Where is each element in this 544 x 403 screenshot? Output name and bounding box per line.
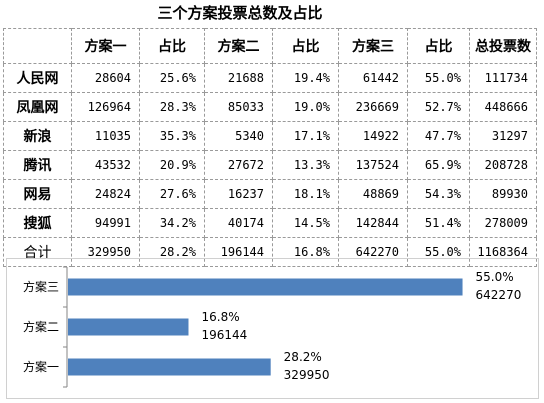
cell-total-votes: 278009 <box>469 208 537 238</box>
cell-plan-3-votes: 61442 <box>338 63 408 93</box>
cell-plan-1-share: 35.3% <box>139 121 205 151</box>
table-row: 网易 24824 27.6% 16237 18.1% 48869 54.3% 8… <box>3 179 537 209</box>
cell-plan-3-share: 51.4% <box>407 208 470 238</box>
cell-plan-1-share: 34.2% <box>139 208 205 238</box>
cell-plan-3-share: 65.9% <box>407 150 470 180</box>
cell-plan-2-share: 19.4% <box>272 63 339 93</box>
cell-plan-3-share: 47.7% <box>407 121 470 151</box>
table-row: 搜狐 94991 34.2% 40174 14.5% 142844 51.4% … <box>3 208 537 238</box>
cell-total-votes: 448666 <box>469 92 537 122</box>
cell-plan-1-votes: 94991 <box>71 208 140 238</box>
cell-total-votes: 208728 <box>469 150 537 180</box>
cell-plan-2-votes: 196144 <box>204 237 273 267</box>
header-total-votes: 总投票数 <box>469 28 537 64</box>
percent-data-label: 55.0% <box>476 270 514 284</box>
cell-plan-1-share: 20.9% <box>139 150 205 180</box>
cell-plan-3-votes: 137524 <box>338 150 408 180</box>
bar-chart-canvas: 方案三 55.0% 642270 方案二 16.8% 196144 方案一 28.2% 3299… <box>23 266 522 388</box>
cell-plan-2-share: 17.1% <box>272 121 339 151</box>
table-row: 人民网 28604 25.6% 21688 19.4% 61442 55.0% … <box>3 63 537 93</box>
cell-plan-1-votes: 329950 <box>71 237 140 267</box>
cell-plan-2-share: 13.3% <box>272 150 339 180</box>
cell-plan-3-share: 55.0% <box>407 237 470 267</box>
table-row: 腾讯 43532 20.9% 27672 13.3% 137524 65.9% … <box>3 150 537 180</box>
cell-plan-1-share: 28.3% <box>139 92 205 122</box>
page-title: 三个方案投票总数及占比 <box>157 4 323 22</box>
row-site-name: 凤凰网 <box>3 92 72 122</box>
category-label: 方案三 <box>23 279 59 294</box>
cell-plan-3-votes: 48869 <box>338 179 408 209</box>
row-site-name: 人民网 <box>3 63 72 93</box>
row-site-name: 新浪 <box>3 121 72 151</box>
cell-plan-3-votes: 236669 <box>338 92 408 122</box>
cell-plan-2-votes: 40174 <box>204 208 273 238</box>
cell-plan-2-votes: 16237 <box>204 179 273 209</box>
cell-plan-1-votes: 28604 <box>71 63 140 93</box>
bar <box>68 318 189 336</box>
cell-plan-1-share: 27.6% <box>139 179 205 209</box>
bar <box>68 278 463 296</box>
value-data-label: 329950 <box>284 368 330 382</box>
cell-plan-3-share: 55.0% <box>407 63 470 93</box>
row-site-name: 搜狐 <box>3 208 72 238</box>
cell-plan-2-share: 14.5% <box>272 208 339 238</box>
row-site-name: 网易 <box>3 179 72 209</box>
table-row: 新浪 11035 35.3% 5340 17.1% 14922 47.7% 31… <box>3 121 537 151</box>
cell-plan-1-share: 25.6% <box>139 63 205 93</box>
cell-plan-2-share: 18.1% <box>272 179 339 209</box>
cell-plan-3-votes: 142844 <box>338 208 408 238</box>
header-plan-2: 方案二 <box>204 28 273 64</box>
bar-chart: 方案三 55.0% 642270 方案二 16.8% 196144 方案一 28.2% 3299… <box>6 258 539 399</box>
percent-data-label: 28.2% <box>284 350 322 364</box>
cell-plan-3-share: 54.3% <box>407 179 470 209</box>
cell-total-votes: 89930 <box>469 179 537 209</box>
header-plan-1: 方案一 <box>71 28 140 64</box>
cell-plan-1-votes: 126964 <box>71 92 140 122</box>
category-label: 方案二 <box>23 319 59 334</box>
header-corner <box>3 28 72 64</box>
row-total-label: 合计 <box>3 237 72 267</box>
header-share-3: 占比 <box>407 28 470 64</box>
cell-plan-1-votes: 11035 <box>71 121 140 151</box>
cell-plan-2-votes: 5340 <box>204 121 273 151</box>
cell-plan-3-share: 52.7% <box>407 92 470 122</box>
cell-plan-1-votes: 43532 <box>71 150 140 180</box>
category-label: 方案一 <box>23 359 59 374</box>
value-data-label: 642270 <box>476 288 522 302</box>
cell-plan-2-votes: 85033 <box>204 92 273 122</box>
table-header-row: 方案一 占比 方案二 占比 方案三 占比 总投票数 <box>3 28 537 64</box>
cell-total-votes: 31297 <box>469 121 537 151</box>
cell-plan-2-share: 19.0% <box>272 92 339 122</box>
bar <box>68 358 271 376</box>
value-data-label: 196144 <box>201 328 247 342</box>
cell-plan-2-votes: 21688 <box>204 63 273 93</box>
percent-data-label: 16.8% <box>201 310 239 324</box>
header-plan-3: 方案三 <box>338 28 408 64</box>
cell-plan-2-votes: 27672 <box>204 150 273 180</box>
header-share-2: 占比 <box>272 28 339 64</box>
table-total-row: 合计 329950 28.2% 196144 16.8% 642270 55.0… <box>3 237 537 267</box>
cell-plan-3-votes: 14922 <box>338 121 408 151</box>
row-site-name: 腾讯 <box>3 150 72 180</box>
vote-table: 方案一 占比 方案二 占比 方案三 占比 总投票数 人民网 28604 25.6… <box>3 28 537 267</box>
cell-total-votes: 1168364 <box>469 237 537 267</box>
table-row: 凤凰网 126964 28.3% 85033 19.0% 236669 52.7… <box>3 92 537 122</box>
header-share-1: 占比 <box>139 28 205 64</box>
cell-plan-1-votes: 24824 <box>71 179 140 209</box>
cell-total-votes: 111734 <box>469 63 537 93</box>
